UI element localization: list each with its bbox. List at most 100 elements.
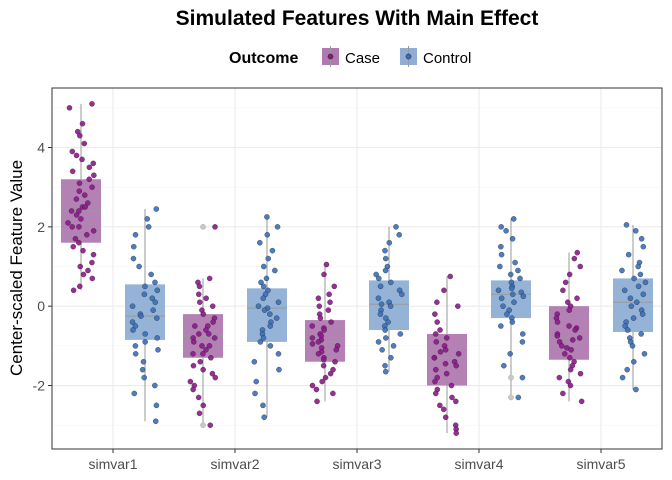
data-point	[554, 319, 561, 325]
data-point	[566, 271, 573, 278]
data-point	[630, 358, 637, 365]
data-point	[76, 283, 83, 290]
legend-key-point	[405, 53, 412, 60]
data-point	[151, 382, 158, 389]
data-point	[190, 339, 197, 345]
data-point	[398, 291, 405, 298]
data-point	[377, 311, 384, 317]
data-point	[264, 214, 270, 220]
data-point	[255, 303, 262, 310]
data-point	[564, 299, 571, 306]
data-point	[390, 343, 397, 349]
data-point	[313, 386, 320, 393]
data-point	[432, 311, 438, 317]
data-point	[431, 354, 438, 361]
data-point	[495, 287, 502, 294]
data-point	[309, 382, 316, 389]
data-point	[508, 285, 515, 292]
data-point	[322, 374, 329, 381]
data-point	[76, 239, 82, 246]
data-point	[378, 301, 385, 308]
data-point	[509, 291, 516, 298]
data-point	[190, 350, 196, 357]
data-point	[453, 362, 460, 369]
data-point	[79, 156, 85, 163]
data-point	[129, 319, 136, 325]
data-point	[317, 315, 324, 321]
data-point	[631, 275, 637, 282]
data-point	[315, 339, 322, 345]
data-point	[498, 251, 505, 258]
data-point	[387, 279, 394, 286]
data-point	[382, 247, 388, 254]
data-point	[261, 414, 268, 421]
data-point	[382, 255, 389, 262]
outlier-point	[508, 374, 514, 381]
data-point	[78, 216, 84, 222]
data-point	[73, 212, 80, 218]
data-point	[437, 348, 444, 355]
data-point	[260, 335, 267, 341]
data-point	[203, 327, 209, 333]
data-point	[325, 307, 332, 314]
data-point	[68, 208, 75, 214]
outlier-point	[200, 223, 206, 230]
data-point	[567, 354, 573, 361]
data-point	[397, 331, 404, 337]
data-point	[560, 390, 566, 397]
data-point	[266, 311, 273, 317]
data-point	[512, 259, 518, 266]
data-point	[441, 287, 447, 294]
data-point	[309, 341, 316, 347]
data-point	[200, 350, 206, 357]
data-point	[152, 279, 158, 286]
data-point	[190, 386, 196, 393]
data-point	[190, 362, 197, 369]
data-point	[568, 346, 575, 353]
data-point	[569, 337, 576, 343]
data-point	[80, 271, 87, 278]
data-point	[271, 267, 278, 274]
data-point	[153, 402, 160, 409]
data-point	[621, 287, 628, 294]
data-point	[148, 271, 155, 278]
data-point	[640, 291, 647, 298]
data-point	[203, 295, 210, 302]
data-point	[81, 192, 88, 198]
data-point	[453, 430, 460, 436]
data-point	[196, 410, 203, 417]
data-point	[142, 331, 149, 337]
data-point	[140, 358, 147, 365]
data-point	[578, 398, 585, 405]
data-point	[309, 335, 316, 341]
data-point	[504, 311, 510, 317]
data-point	[82, 204, 89, 210]
data-point	[73, 152, 80, 159]
data-point	[375, 275, 382, 282]
data-point	[321, 327, 327, 333]
data-point	[70, 287, 77, 294]
data-point	[136, 263, 142, 270]
data-point	[200, 311, 207, 317]
data-point	[90, 227, 97, 234]
data-point	[205, 331, 212, 337]
data-point	[267, 343, 274, 349]
data-point	[276, 366, 282, 373]
data-point	[139, 366, 146, 373]
data-point	[155, 346, 161, 353]
data-point	[442, 360, 449, 367]
data-point	[633, 386, 639, 393]
data-point	[443, 370, 450, 377]
legend: Outcome Case Control	[229, 46, 471, 67]
data-point	[517, 275, 523, 282]
data-point	[577, 370, 584, 377]
data-point	[132, 350, 139, 357]
data-point	[577, 263, 584, 270]
data-point	[260, 283, 267, 290]
y-tick-label: 4	[37, 140, 45, 156]
x-tick-label: simvar1	[88, 456, 137, 472]
data-point	[192, 323, 198, 329]
data-point	[65, 220, 71, 226]
data-point	[90, 160, 97, 167]
data-point	[210, 319, 216, 325]
